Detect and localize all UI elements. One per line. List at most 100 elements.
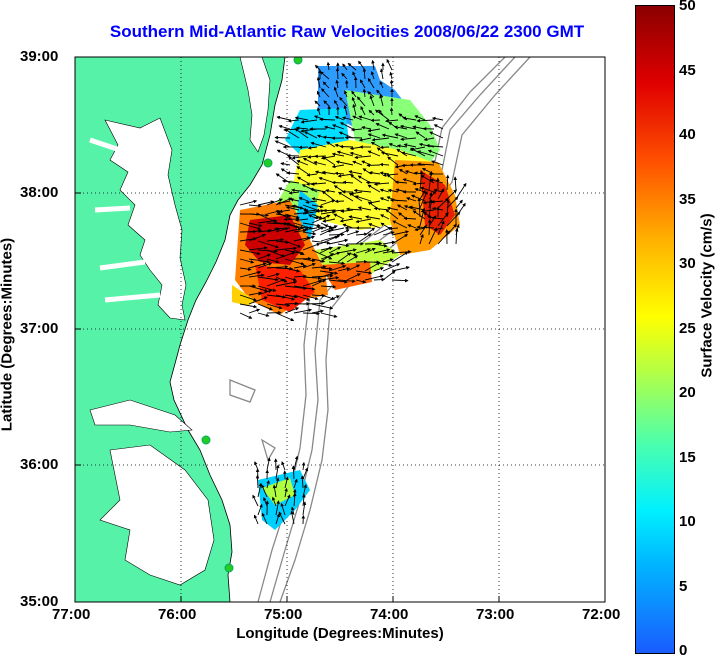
velocity-arrow	[252, 494, 259, 507]
velocity-arrow	[275, 213, 291, 218]
velocity-arrow	[255, 474, 260, 489]
velocity-arrow	[302, 209, 325, 215]
velocity-arrow	[320, 225, 338, 233]
velocity-arrow	[332, 124, 345, 130]
velocity-arrow	[416, 118, 435, 123]
velocity-arrow	[275, 513, 281, 525]
velocity-arrow	[253, 514, 259, 525]
velocity-arrow	[380, 151, 399, 157]
velocity-arrow	[311, 249, 333, 260]
velocity-arrow	[379, 68, 384, 80]
velocity-arrow	[293, 204, 308, 212]
velocity-arrow	[302, 301, 325, 306]
velocity-arrow	[337, 267, 351, 272]
colorbar-tick-label: 15	[679, 449, 696, 466]
velocity-arrow	[266, 457, 271, 471]
velocity-arrow	[365, 180, 381, 185]
velocity-arrow	[295, 126, 309, 130]
velocity-arrow	[419, 207, 426, 227]
velocity-arrow	[239, 258, 255, 264]
velocity-arrow	[322, 156, 336, 166]
velocity-arrow	[302, 276, 322, 280]
velocity-arrow	[380, 214, 390, 220]
velocity-arrow	[305, 200, 318, 204]
velocity-arrow	[350, 174, 363, 184]
velocity-arrow	[257, 285, 277, 292]
velocity-arrow	[389, 71, 393, 80]
velocity-arrow	[365, 215, 381, 220]
velocity-arrow	[275, 251, 296, 260]
velocity-arrow	[367, 77, 375, 89]
velocity-arrow	[291, 155, 309, 160]
velocity-arrow	[370, 71, 375, 80]
velocity-arrow	[352, 115, 363, 121]
velocity-arrow	[298, 145, 309, 150]
velocity-arrow	[324, 125, 336, 130]
velocity-arrow	[353, 188, 372, 193]
velocity-arrow	[266, 209, 281, 215]
velocity-arrow	[280, 502, 286, 516]
velocity-arrow	[321, 170, 336, 175]
velocity-arrow	[248, 204, 262, 208]
colorbar-label: Surface Velocity (cm/s)	[698, 213, 716, 378]
velocity-arrow	[292, 492, 297, 507]
velocity-arrow	[284, 307, 300, 314]
velocity-arrow	[368, 223, 381, 229]
velocity-arrow	[433, 124, 444, 130]
velocity-arrow	[403, 143, 417, 148]
velocity-arrow	[415, 131, 426, 139]
velocity-arrow	[257, 240, 279, 249]
x-tick-label: 75:00	[264, 606, 303, 623]
velocity-arrow	[337, 243, 350, 248]
x-tick-label: 74:00	[370, 606, 409, 623]
velocity-arrow	[284, 227, 302, 233]
velocity-arrow	[382, 173, 399, 177]
velocity-arrow	[320, 272, 335, 278]
velocity-arrow	[278, 187, 291, 193]
velocity-arrow	[314, 64, 321, 71]
velocity-arrow	[453, 176, 458, 191]
velocity-arrow	[311, 265, 327, 269]
velocity-arrow	[284, 285, 307, 291]
pamlico-sound	[99, 444, 215, 586]
velocity-arrow	[343, 105, 348, 116]
velocity-arrow	[285, 205, 300, 211]
colorbar-tick-label: 10	[679, 513, 696, 530]
velocity-arrow	[293, 285, 316, 291]
velocity-arrow	[321, 88, 330, 98]
velocity-arrow	[346, 255, 359, 263]
velocity-arrow	[320, 312, 338, 318]
velocity-arrow	[248, 233, 266, 242]
velocity-arrow	[296, 160, 309, 166]
velocity-arrow	[239, 199, 258, 206]
velocity-arrow	[302, 222, 321, 228]
velocity-arrow	[386, 58, 393, 71]
colorbar-tick-label: 30	[679, 255, 696, 272]
velocity-arrow	[428, 199, 433, 218]
velocity-arrow	[302, 501, 307, 516]
radar-station	[224, 563, 234, 573]
velocity-arrow	[257, 482, 263, 498]
map-title: Southern Mid-Atlantic Raw Velocities 200…	[109, 22, 585, 41]
velocity-arrow	[386, 206, 399, 211]
velocity-arrow	[266, 303, 283, 310]
colorbar-tick-label: 0	[679, 642, 688, 659]
velocity-arrow	[284, 487, 288, 498]
velocity-arrow	[278, 209, 291, 214]
velocity-arrow	[257, 200, 275, 206]
velocity-arrow	[274, 135, 291, 140]
velocity-arrow	[257, 276, 279, 282]
velocity-arrow	[426, 143, 444, 148]
velocity-arrow	[382, 240, 396, 245]
velocity-arrow	[394, 180, 408, 185]
velocity-arrow	[293, 478, 298, 489]
velocity-arrow	[371, 137, 390, 142]
velocity-arrow	[275, 464, 280, 480]
velocity-arrow	[319, 71, 330, 80]
velocity-arrow	[328, 261, 346, 266]
velocity-arrow	[419, 170, 424, 191]
velocity-arrow	[275, 500, 280, 516]
velocity-arrow	[373, 266, 385, 272]
velocity-arrow	[302, 235, 316, 242]
velocity-arrow	[419, 190, 428, 209]
